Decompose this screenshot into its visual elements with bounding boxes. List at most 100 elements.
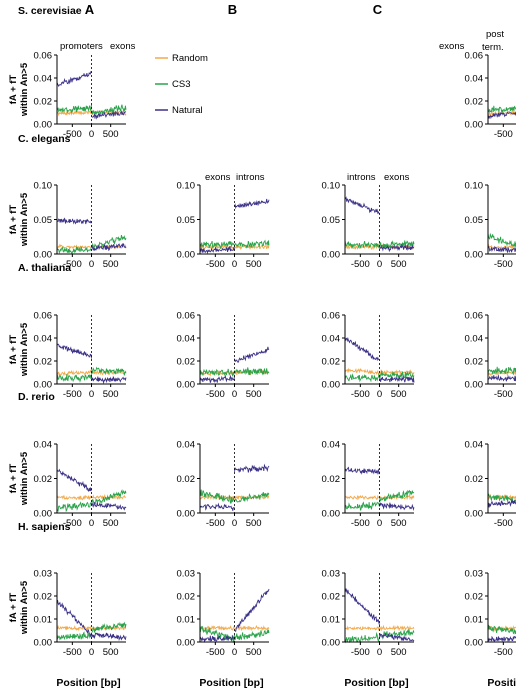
y-tick-label: 0.04 (322, 334, 341, 345)
panel-2-A: 0.00 0.02 0.04 0.06 -500 0 500 (34, 311, 127, 400)
series-line-cs3 (199, 625, 235, 644)
y-tick-label: 0.00 (177, 638, 196, 649)
series-line-natural (234, 198, 270, 210)
y-tick-label: 0.10 (34, 181, 53, 192)
x-tick-label: -500 (63, 129, 82, 140)
x-tick-label: -500 (63, 389, 82, 400)
y-tick-label: 0.00 (177, 380, 196, 391)
series-line-random (344, 625, 380, 632)
series-line-random (56, 369, 92, 377)
y-tick-label: 0.01 (465, 615, 484, 626)
y-tick-label: 0.02 (34, 97, 53, 108)
y-tick-label: 0.06 (34, 51, 53, 62)
series-line-natural (91, 110, 127, 120)
panel-3-B: 0.00 0.02 0.04 -500 0 500 (177, 440, 270, 529)
legend-label-natural: Natural (172, 105, 203, 116)
series-line-cs3 (91, 104, 127, 116)
y-tick-label: 0.02 (34, 474, 53, 485)
series-line-natural (199, 634, 235, 643)
series-line-natural (379, 243, 415, 253)
y-tick-label: 0.02 (34, 592, 53, 603)
legend-label-cs3: CS3 (172, 79, 190, 90)
series-line-cs3 (91, 366, 127, 376)
x-tick-label: -500 (351, 389, 370, 400)
series-line-natural (487, 245, 516, 253)
panel-2-B: 0.00 0.02 0.04 0.06 -500 0 500 (177, 311, 270, 400)
panel-1-C: 0.00 0.05 0.10 -500 0 500 (322, 181, 415, 270)
panel-4-A: 0.00 0.01 0.02 0.03 -500 0 500 (34, 569, 127, 658)
region-label-exons: exons (205, 172, 231, 183)
panel-4-C: 0.00 0.01 0.02 0.03 -500 0 500 (322, 569, 415, 658)
series-line-random (234, 624, 270, 632)
panel-1-B: 0.00 0.05 0.10 -500 0 500 (177, 181, 270, 270)
series-line-cs3 (487, 232, 516, 248)
x-tick-label: -500 (494, 647, 513, 658)
column-letter-C: C (373, 2, 383, 17)
series-line-natural (91, 501, 127, 511)
series-line-natural (344, 588, 380, 626)
series-line-natural (91, 376, 127, 385)
y-axis-title: fA + fTwithin An>5 (8, 322, 30, 377)
y-tick-label: 0.01 (322, 615, 341, 626)
y-tick-label: 0.01 (34, 615, 53, 626)
y-tick-label: 0.03 (34, 569, 53, 580)
series-line-cs3 (91, 489, 127, 506)
series-line-natural (487, 635, 516, 643)
x-tick-label: 500 (246, 647, 262, 658)
series-line-random (344, 494, 380, 501)
series-line-random (379, 493, 415, 501)
series-line-natural (487, 111, 516, 120)
series-line-cs3 (199, 240, 235, 249)
y-axis-title: fA + fTwithin An>5 (8, 192, 30, 247)
series-line-natural (56, 599, 92, 638)
series-line-cs3 (344, 240, 380, 249)
x-tick-label: 0 (89, 259, 94, 270)
panel-3-A: 0.00 0.02 0.04 -500 0 500 (34, 440, 127, 529)
series-line-cs3 (234, 367, 270, 376)
x-tick-label: 0 (377, 389, 382, 400)
x-tick-label: -500 (206, 259, 225, 270)
x-tick-label: 0 (89, 129, 94, 140)
series-line-cs3 (379, 240, 415, 249)
y-tick-label: 0.04 (34, 334, 53, 345)
organism-label: S. cerevisiae (18, 5, 82, 17)
y-tick-label: 0.03 (465, 569, 484, 580)
panel-0-A: 0.00 0.02 0.04 0.06 -500 0 500 (34, 51, 127, 140)
y-tick-label: 0.00 (465, 120, 484, 131)
legend-label-random: Random (172, 53, 208, 64)
y-tick-label: 0.04 (465, 440, 484, 451)
x-tick-label: 0 (377, 647, 382, 658)
series-line-random (487, 109, 516, 117)
y-tick-label: 0.04 (322, 440, 341, 451)
column-letter-B: B (228, 2, 237, 17)
y-tick-label: 0.03 (177, 569, 196, 580)
region-label-exons: exons (439, 41, 465, 52)
x-tick-label: 0 (89, 518, 94, 529)
y-tick-label: 0.04 (177, 334, 196, 345)
x-tick-label: 0 (89, 647, 94, 658)
x-tick-label: 0 (232, 518, 237, 529)
series-line-cs3 (487, 105, 516, 114)
x-tick-label: -500 (206, 518, 225, 529)
x-tick-label: -500 (494, 389, 513, 400)
y-tick-label: 0.04 (177, 440, 196, 451)
y-axis-title: fA + fTwithin An>5 (8, 62, 30, 117)
y-tick-label: 0.04 (465, 334, 484, 345)
series-line-natural (234, 346, 270, 363)
y-tick-label: 0.00 (465, 509, 484, 520)
y-tick-label: 0.02 (465, 474, 484, 485)
x-axis-title: Position [bp] (199, 677, 263, 689)
x-axis-title: Position [bp] (56, 677, 120, 689)
region-label-post: post (486, 29, 504, 40)
series-line-random (56, 624, 92, 632)
y-tick-label: 0.02 (322, 357, 341, 368)
x-tick-label: 0 (232, 389, 237, 400)
x-tick-label: 0 (377, 518, 382, 529)
region-label-exons: exons (110, 41, 136, 52)
series-line-natural (57, 217, 92, 225)
y-tick-label: 0.06 (465, 311, 484, 322)
x-tick-label: 500 (246, 389, 262, 400)
series-line-natural (91, 242, 127, 252)
